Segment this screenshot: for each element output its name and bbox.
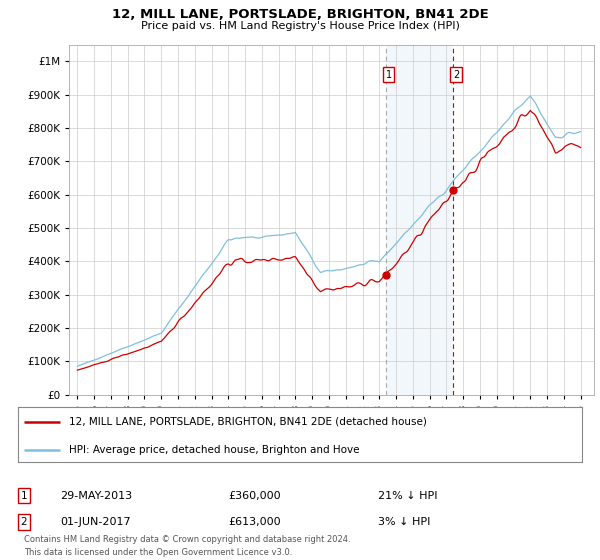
- Text: 2: 2: [453, 69, 459, 80]
- Text: Price paid vs. HM Land Registry's House Price Index (HPI): Price paid vs. HM Land Registry's House …: [140, 21, 460, 31]
- Bar: [386, 45, 454, 395]
- Text: 29-MAY-2013: 29-MAY-2013: [60, 491, 132, 501]
- Text: 12, MILL LANE, PORTSLADE, BRIGHTON, BN41 2DE: 12, MILL LANE, PORTSLADE, BRIGHTON, BN41…: [112, 8, 488, 21]
- Text: 12, MILL LANE, PORTSLADE, BRIGHTON, BN41 2DE (detached house): 12, MILL LANE, PORTSLADE, BRIGHTON, BN41…: [69, 417, 427, 427]
- Text: £360,000: £360,000: [228, 491, 281, 501]
- Text: £613,000: £613,000: [228, 517, 281, 527]
- Text: Contains HM Land Registry data © Crown copyright and database right 2024.
This d: Contains HM Land Registry data © Crown c…: [24, 535, 350, 557]
- Text: 3% ↓ HPI: 3% ↓ HPI: [378, 517, 430, 527]
- Text: 1: 1: [20, 491, 28, 501]
- Text: 01-JUN-2017: 01-JUN-2017: [60, 517, 131, 527]
- Text: HPI: Average price, detached house, Brighton and Hove: HPI: Average price, detached house, Brig…: [69, 445, 359, 455]
- Text: 21% ↓ HPI: 21% ↓ HPI: [378, 491, 437, 501]
- Text: 2: 2: [20, 517, 28, 527]
- Text: 1: 1: [386, 69, 392, 80]
